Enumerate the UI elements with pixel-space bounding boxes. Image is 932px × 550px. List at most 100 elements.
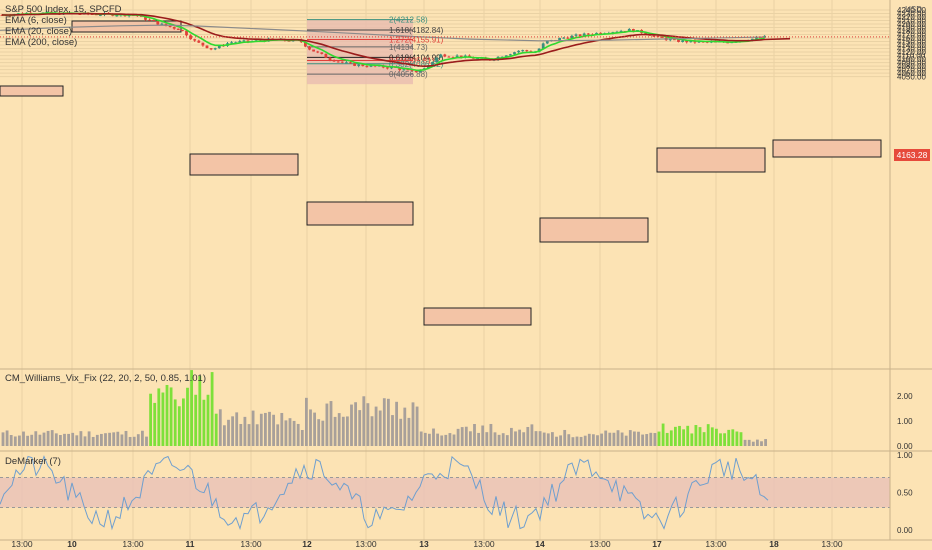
candle-body xyxy=(336,61,340,63)
price-tick-label: 4100.00 xyxy=(897,55,926,64)
vix-bar xyxy=(592,434,595,446)
candle-body xyxy=(148,19,151,21)
vix-bar xyxy=(735,431,739,446)
fib-level-label: 0.618(4104.99) xyxy=(389,53,444,62)
vix-bar xyxy=(555,436,558,446)
time-tick-label: 13:00 xyxy=(589,539,611,549)
vix-bar xyxy=(694,425,698,446)
ema-lines xyxy=(0,12,890,72)
vix-tick-label: 1.00 xyxy=(897,417,913,426)
price-tick-label: 4130.00 xyxy=(897,45,926,54)
price-tick-label: 4200.00 xyxy=(897,20,926,29)
vix-bar xyxy=(100,433,103,446)
vix-bar xyxy=(604,430,608,446)
zone-rect xyxy=(71,20,182,33)
fibonacci-retracement[interactable]: 2(4212.58)1.618(4182.84)1.272(4155.91)1(… xyxy=(307,16,444,85)
candle-body xyxy=(152,19,156,21)
candle-body xyxy=(685,40,689,43)
candle-body xyxy=(316,51,320,53)
vix-bar xyxy=(411,402,415,446)
legend-ema20: EMA (20, close) xyxy=(5,26,73,37)
candle-body xyxy=(513,52,516,55)
vix-bar xyxy=(374,406,378,446)
vix-bar xyxy=(292,420,296,446)
vix-bar xyxy=(633,431,636,446)
vix-bar xyxy=(551,432,554,446)
price-tick-label: 4080.00 xyxy=(897,62,926,71)
vix-bar xyxy=(739,432,743,446)
vix-bar xyxy=(743,439,747,446)
vix-bar xyxy=(313,412,316,446)
vix-bar xyxy=(719,433,722,446)
vix-bar xyxy=(546,433,550,446)
vix-bar xyxy=(317,419,321,446)
demarker-line xyxy=(0,455,769,531)
candle-body xyxy=(562,37,566,39)
vix-bar xyxy=(141,430,144,446)
fib-level-label: 1(4134.73) xyxy=(389,43,428,52)
candle-body xyxy=(312,49,315,52)
vix-bar xyxy=(120,434,124,446)
time-tick-label: 13:00 xyxy=(821,539,843,549)
vix-bar xyxy=(567,434,571,446)
candle-body xyxy=(324,53,328,58)
zone-rect xyxy=(423,307,532,326)
candle-body xyxy=(201,42,205,46)
candle-body xyxy=(582,33,586,36)
chart-title: S&P 500 Index, 15, SPCFD xyxy=(5,4,122,15)
vix-bar xyxy=(505,435,509,446)
candle-body xyxy=(644,32,648,35)
vix-bar xyxy=(223,425,226,446)
time-tick-label: 13:00 xyxy=(473,539,495,549)
vix-bar xyxy=(50,430,54,446)
vix-bar xyxy=(579,436,583,446)
vix-bar xyxy=(452,434,456,446)
vix-bar xyxy=(522,432,526,446)
vix-bar xyxy=(284,420,288,446)
vix-bar xyxy=(575,436,579,446)
vix-bar xyxy=(79,431,83,446)
vix-bar xyxy=(337,413,341,446)
vix-bar xyxy=(5,430,9,446)
candle-body xyxy=(414,71,418,73)
vix-bar xyxy=(218,409,222,446)
zone-rect xyxy=(189,153,299,176)
last-price-tag: 4163.28 xyxy=(894,149,930,161)
vix-bar xyxy=(272,414,275,446)
vix-bar xyxy=(653,433,657,446)
price-tick-label: 4140.00 xyxy=(897,41,926,50)
candle-body xyxy=(365,66,369,68)
candle-body xyxy=(759,37,762,39)
price-tick-label: 4070.00 xyxy=(897,66,926,75)
vix-bar xyxy=(399,418,403,446)
candle-body xyxy=(90,14,94,16)
price-tick-label: 4240.00 xyxy=(897,6,926,15)
vix-bar xyxy=(9,435,13,446)
candle-body xyxy=(209,48,213,50)
vix-bar xyxy=(477,432,480,446)
candle-body xyxy=(447,56,451,58)
vix-bar xyxy=(559,435,562,446)
candle-body xyxy=(681,40,684,42)
vix-bar xyxy=(661,423,665,446)
vix-bar xyxy=(153,402,157,446)
vix-bar xyxy=(145,436,148,446)
vix-bar xyxy=(255,424,259,446)
supply-demand-zones[interactable] xyxy=(0,20,882,326)
vix-bar xyxy=(194,394,198,446)
vix-bar xyxy=(87,431,91,446)
vix-bar xyxy=(67,433,70,446)
vix-bar xyxy=(583,435,587,446)
vix-bar xyxy=(756,439,759,446)
vix-bar xyxy=(177,406,181,446)
vix-bar xyxy=(13,436,17,446)
vix-bar xyxy=(473,424,476,446)
vix-bar xyxy=(288,418,292,446)
vix-bar xyxy=(149,393,152,446)
vix-bar xyxy=(698,427,702,446)
vix-bar xyxy=(202,399,206,446)
zone-rect xyxy=(656,147,766,173)
vix-bar xyxy=(42,432,46,446)
candle-body xyxy=(361,64,365,67)
